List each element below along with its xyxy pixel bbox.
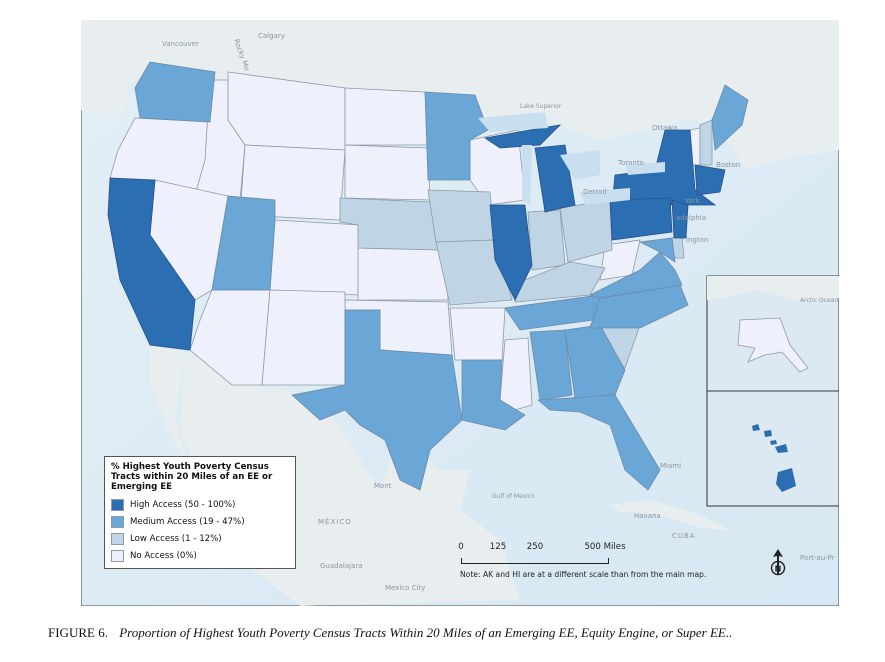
legend-label-none: No Access (0%)	[130, 550, 197, 561]
state-missouri	[435, 239, 513, 306]
legend-swatch-medium	[111, 515, 124, 528]
state-mississippi	[499, 337, 533, 411]
legend-item-low: Low Access (1 - 12%)	[105, 530, 295, 547]
state-kansas	[357, 247, 449, 301]
label-ottawa: Ottawa	[652, 124, 677, 132]
label-guadalajara: Guadalajara	[320, 562, 363, 570]
states-low-access	[339, 119, 713, 369]
svg-text:N: N	[775, 565, 782, 574]
state-utah	[211, 195, 276, 291]
hi-island-2	[764, 430, 772, 437]
state-maryland	[638, 237, 676, 263]
scale-tick-0: 0	[458, 542, 464, 552]
label-boston: Boston	[716, 161, 740, 169]
caption-text: Proportion of Highest Youth Poverty Cens…	[119, 625, 733, 640]
north-arrow-icon: N	[770, 549, 786, 576]
state-alaska	[737, 317, 809, 373]
state-colorado	[269, 219, 361, 296]
scale-note: Note: AK and HI are at a different scale…	[460, 570, 707, 579]
state-washington	[134, 61, 216, 123]
legend-item-medium: Medium Access (19 - 47%)	[105, 513, 295, 530]
state-maine	[711, 84, 749, 151]
legend-label-high: High Access (50 - 100%)	[130, 499, 236, 510]
legend-swatch-low	[111, 532, 124, 545]
hi-island-3	[770, 440, 777, 445]
label-mexico-city: Mexico City	[385, 584, 425, 592]
state-indiana	[527, 209, 566, 271]
state-illinois	[489, 204, 533, 301]
state-california	[107, 177, 196, 351]
state-new-england-south	[694, 164, 726, 196]
hi-island-4	[775, 444, 788, 453]
legend-item-high: High Access (50 - 100%)	[105, 496, 295, 513]
label-cuba: CUBA	[672, 532, 696, 540]
label-philadelphia: adelphia	[676, 214, 706, 222]
legend-swatch-high	[111, 498, 124, 511]
state-pennsylvania	[609, 197, 673, 241]
state-texas	[291, 309, 463, 491]
scale-tick-125: 125	[489, 542, 507, 552]
label-washington: ington	[686, 236, 708, 244]
state-florida	[536, 394, 661, 491]
label-lake: Lake Superior	[520, 103, 562, 110]
label-port: Port-au-Pr	[800, 554, 835, 562]
state-new-hampshire	[699, 119, 713, 166]
hi-island-big	[776, 468, 796, 492]
state-virginia	[588, 251, 683, 299]
baja-land	[150, 345, 190, 470]
label-havana: Havana	[634, 512, 661, 520]
legend-item-none: No Access (0%)	[105, 547, 295, 564]
caption-figure-number: FIGURE 6.	[48, 625, 108, 640]
state-north-dakota	[344, 87, 429, 146]
label-miami: Miami	[660, 462, 681, 470]
states-medium-access	[134, 61, 749, 491]
state-alabama	[529, 329, 573, 401]
label-calgary: Calgary	[258, 32, 285, 40]
label-toronto: Toronto	[617, 159, 644, 167]
state-arkansas	[449, 307, 506, 361]
alaska-inset	[706, 275, 839, 392]
state-new-jersey	[671, 199, 689, 239]
legend-title: % Highest Youth Poverty Census Tracts wi…	[111, 462, 273, 492]
states-no-access	[109, 71, 701, 411]
hawaii-inset	[706, 390, 839, 507]
legend-label-low: Low Access (1 - 12%)	[130, 533, 222, 544]
state-michigan-upper	[483, 124, 562, 149]
legend-swatch-none	[111, 549, 124, 562]
label-gulf: Gulf of Mexico	[492, 493, 535, 500]
label-arctic: Arctic Ocean	[800, 297, 838, 304]
label-monterrey: Mont	[374, 482, 392, 490]
scale-bar: 0 125 250 500 Miles Note: AK and HI are …	[455, 542, 707, 582]
us-choropleth-map: Vancouver Calgary Rocky Mo Ottawa Toront…	[81, 20, 839, 606]
hi-island-1	[752, 424, 760, 431]
label-vancouver: Vancouver	[162, 40, 199, 48]
scale-line	[461, 558, 609, 564]
figure-caption: FIGURE 6. Proportion of Highest Youth Po…	[48, 625, 732, 641]
state-south-dakota	[344, 144, 431, 201]
scale-tick-500: 500 Miles	[584, 542, 626, 552]
map-legend: % Highest Youth Poverty Census Tracts wi…	[104, 456, 296, 569]
state-minnesota	[424, 91, 489, 181]
state-new-mexico	[261, 289, 346, 386]
label-york: York	[684, 197, 701, 205]
legend-label-medium: Medium Access (19 - 47%)	[130, 516, 245, 527]
cuba-land	[612, 500, 730, 530]
state-louisiana	[461, 359, 526, 431]
great-lakes	[478, 112, 665, 205]
state-iowa	[427, 189, 496, 243]
scale-tick-250: 250	[526, 542, 544, 552]
label-detroit: Detroit	[583, 188, 607, 196]
label-mexico: MÉXICO	[318, 517, 352, 526]
